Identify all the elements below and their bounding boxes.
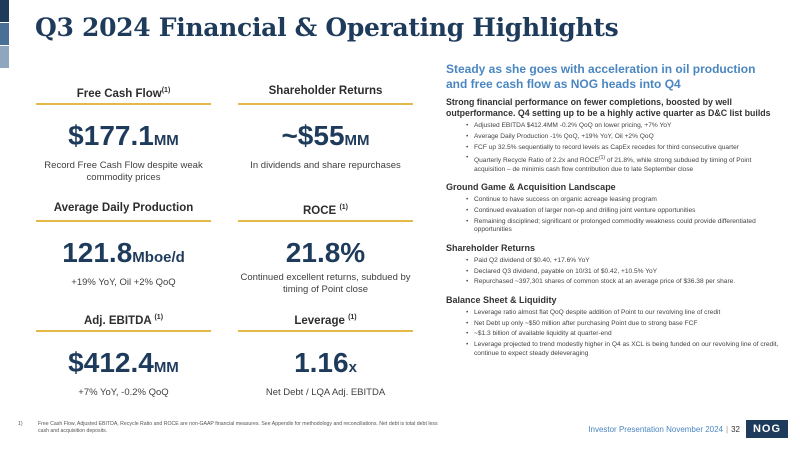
metric-heading: Free Cash Flow(1) xyxy=(36,82,211,100)
footnote-text: Free Cash Flow, Adjusted EBITDA, Recycle… xyxy=(38,421,438,434)
list-item: Paid Q2 dividend of $0.40, +17.6% YoY xyxy=(466,257,780,266)
list-item: Leverage projected to trend modestly hig… xyxy=(466,341,780,358)
metric-heading-text: ROCE xyxy=(303,204,337,217)
list-item: Average Daily Production -1% QoQ, +19% Y… xyxy=(466,133,780,142)
metric-footnote-ref: (1) xyxy=(339,204,348,211)
metric-shareholder-returns: Shareholder Returns ~$55MM In dividends … xyxy=(238,82,413,172)
metric-leverage: Leverage (1) 1.16x Net Debt / LQA Adj. E… xyxy=(238,309,413,399)
metric-footnote-ref: (1) xyxy=(161,87,171,94)
financial-bullets: Adjusted EBITDA $412.4MM -0.2% QoQ on lo… xyxy=(466,122,780,174)
metric-description: +19% YoY, Oil +2% QoQ xyxy=(71,277,176,288)
company-logo: NOG xyxy=(746,420,788,438)
list-item: Adjusted EBITDA $412.4MM -0.2% QoQ on lo… xyxy=(466,122,780,131)
metric-value: 21.8% xyxy=(238,238,413,268)
metric-description: Continued excellent returns, subdued by … xyxy=(240,272,411,295)
list-item-text: of 21.8%, while strong subdued by timing… xyxy=(474,157,752,173)
metric-value-number: $412.4 xyxy=(68,347,154,378)
list-item-text: Quarterly Recycle Ratio of 2.2x and ROCE xyxy=(474,157,599,165)
metric-description: Record Free Cash Flow despite weak commo… xyxy=(44,160,203,183)
metric-heading: Shareholder Returns xyxy=(238,82,413,100)
metric-divider xyxy=(238,220,413,222)
metric-value: 121.8Mboe/d xyxy=(36,238,211,273)
metric-value: $177.1MM xyxy=(36,121,211,156)
page-footer: Investor Presentation November 2024 | 32 xyxy=(588,425,740,434)
metric-value-number: ~$55 xyxy=(281,120,345,151)
metric-value-unit: MM xyxy=(344,132,370,149)
page-number: 32 xyxy=(731,425,740,434)
metric-heading-text: Adj. EBITDA xyxy=(83,314,152,327)
list-item: Continue to have success on organic acre… xyxy=(466,196,780,205)
metric-value-number: 1.16 xyxy=(294,347,349,378)
footnote: 1) Free Cash Flow, Adjusted EBITDA, Recy… xyxy=(18,421,448,434)
metric-value-unit: MM xyxy=(153,359,179,376)
balance-sheet-bullets: Leverage ratio almost flat QoQ despite a… xyxy=(466,309,780,358)
metric-divider xyxy=(238,330,413,332)
list-item: Declared Q3 dividend, payable on 10/31 o… xyxy=(466,268,780,277)
accent-bars xyxy=(0,0,9,69)
metric-roce: ROCE (1) 21.8% Continued excellent retur… xyxy=(238,199,413,296)
list-item: Leverage ratio almost flat QoQ despite a… xyxy=(466,309,780,318)
list-item: Continued evaluation of larger non-op an… xyxy=(466,207,780,216)
metric-heading-text: Free Cash Flow xyxy=(76,87,162,100)
section-title-ground-game: Ground Game & Acquisition Landscape xyxy=(446,182,616,193)
metric-heading-text: Shareholder Returns xyxy=(268,85,383,97)
accent-bar-3 xyxy=(0,46,9,68)
metric-description: +7% YoY, -0.2% QoQ xyxy=(78,387,169,398)
metric-footnote-ref: (1) xyxy=(348,314,357,321)
metric-value: 1.16x xyxy=(238,348,413,383)
metric-divider xyxy=(238,103,413,105)
footer-label: Investor Presentation November 2024 xyxy=(588,425,724,434)
metric-value-unit: x xyxy=(348,359,357,376)
metric-adj-ebitda: Adj. EBITDA (1) $412.4MM +7% YoY, -0.2% … xyxy=(36,309,211,399)
accent-bar-2 xyxy=(0,23,9,45)
list-item: Remaining disciplined; significant or pr… xyxy=(466,218,780,235)
metric-average-daily-production: Average Daily Production 121.8Mboe/d +19… xyxy=(36,199,211,289)
financial-performance-subhead: Strong financial performance on fewer co… xyxy=(446,97,771,118)
metric-free-cash-flow: Free Cash Flow(1) $177.1MM Record Free C… xyxy=(36,82,211,184)
metric-value-number: 21.8% xyxy=(285,237,366,268)
metric-value-number: $177.1 xyxy=(68,120,154,151)
metric-value: ~$55MM xyxy=(238,121,413,156)
metric-heading: Average Daily Production xyxy=(36,199,211,217)
metric-description: Net Debt / LQA Adj. EBITDA xyxy=(265,387,386,398)
shareholder-returns-bullets: Paid Q2 dividend of $0.40, +17.6% YoY De… xyxy=(466,257,780,287)
section-title-balance-sheet: Balance Sheet & Liquidity xyxy=(446,294,557,305)
metric-divider xyxy=(36,220,211,222)
footnote-number: 1) xyxy=(18,421,23,427)
list-item: FCF up 32.5% sequentially to record leve… xyxy=(466,144,780,153)
ground-game-bullets: Continue to have success on organic acre… xyxy=(466,196,780,235)
metric-heading: Adj. EBITDA (1) xyxy=(36,309,211,327)
footnote-ref: (1) xyxy=(598,155,606,162)
list-item: ~$1.3 billion of available liquidity at … xyxy=(466,330,780,339)
metric-value-unit: Mboe/d xyxy=(132,249,185,266)
list-item: Repurchased ~397,301 shares of common st… xyxy=(466,278,780,287)
footer-separator: | xyxy=(726,425,729,434)
metric-heading-text: Average Daily Production xyxy=(53,202,194,214)
metric-divider xyxy=(36,330,211,332)
highlights-panel: Steady as she goes with acceleration in … xyxy=(446,62,780,360)
metric-value: $412.4MM xyxy=(36,348,211,383)
list-item: Quarterly Recycle Ratio of 2.2x and ROCE… xyxy=(466,154,780,174)
section-title-shareholder-returns: Shareholder Returns xyxy=(446,242,536,253)
accent-bar-1 xyxy=(0,0,9,22)
metric-heading: Leverage (1) xyxy=(238,309,413,327)
lead-statement: Steady as she goes with acceleration in … xyxy=(446,62,756,91)
metric-heading-text: Leverage xyxy=(294,314,345,327)
metric-footnote-ref: (1) xyxy=(154,314,164,321)
metric-heading: ROCE (1) xyxy=(238,199,413,217)
metric-divider xyxy=(36,103,211,105)
page-title: Q3 2024 Financial & Operating Highlights xyxy=(35,13,619,42)
list-item: Net Debt up only ~$50 million after purc… xyxy=(466,320,780,329)
metric-description: In dividends and share repurchases xyxy=(250,160,401,171)
metric-value-number: 121.8 xyxy=(62,237,133,268)
metric-value-unit: MM xyxy=(153,132,179,149)
